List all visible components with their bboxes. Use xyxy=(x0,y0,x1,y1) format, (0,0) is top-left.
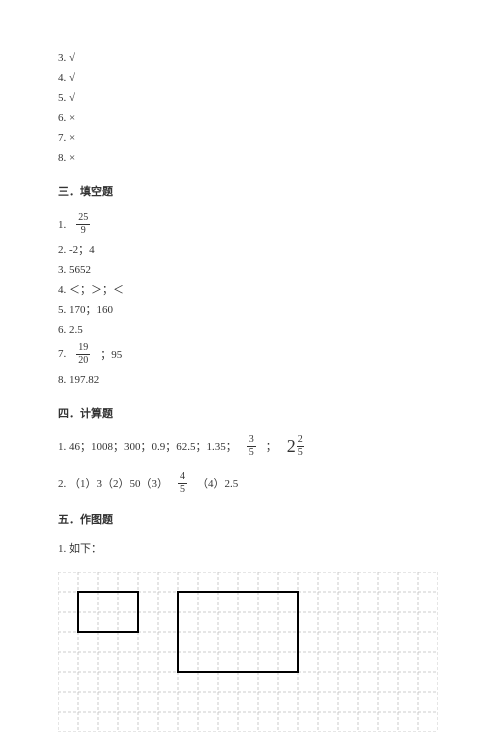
tf-item: 7. × xyxy=(58,130,442,147)
s3-q1: 1. 25 9 xyxy=(58,213,442,236)
tf-mark: × xyxy=(69,112,75,124)
tf-mark: × xyxy=(69,152,75,164)
tf-num: 8. xyxy=(58,152,66,164)
numerator: 25 xyxy=(76,213,90,225)
tf-mark: √ xyxy=(69,92,75,104)
fraction-part: 2 5 xyxy=(297,435,304,458)
fraction: 25 9 xyxy=(76,213,90,236)
tf-item: 3. √ xyxy=(58,50,442,67)
denominator: 5 xyxy=(247,447,256,458)
s4-q1: 1. 46；1008；300；0.9；62.5；1.35； 3 5 ； 2 2 … xyxy=(58,435,442,458)
numerator: 4 xyxy=(178,472,187,484)
tf-num: 5. xyxy=(58,92,66,104)
tf-item: 8. × xyxy=(58,150,442,167)
tf-item: 5. √ xyxy=(58,90,442,107)
numerator: 3 xyxy=(247,435,256,447)
denominator: 5 xyxy=(297,447,304,458)
section-4-heading: 四．计算题 xyxy=(58,405,442,421)
q-number: 1. xyxy=(58,219,66,231)
tf-mark: √ xyxy=(69,72,75,84)
numerator: 19 xyxy=(76,343,90,355)
s3-q2: 2. -2；4 xyxy=(58,242,442,259)
s5-q1: 1. 如下： xyxy=(58,541,442,558)
s3-q8: 8. 197.82 xyxy=(58,372,442,389)
q-number: 7. xyxy=(58,348,66,360)
separator: ； xyxy=(266,438,277,454)
s3-q6: 6. 2.5 xyxy=(58,322,442,339)
grid-svg xyxy=(58,572,438,732)
tf-item: 4. √ xyxy=(58,70,442,87)
tail-text: （4）2.5 xyxy=(197,475,238,491)
s3-q7: 7. 19 20 ；95 xyxy=(58,343,442,366)
fraction: 4 5 xyxy=(178,472,187,495)
s3-q3: 3. 5652 xyxy=(58,262,442,279)
whole-part: 2 xyxy=(287,436,296,457)
section-3-heading: 三．填空题 xyxy=(58,183,442,199)
s3-q5: 5. 170；160 xyxy=(58,302,442,319)
s4-q2: 2. （1）3（2）50（3） 4 5 （4）2.5 xyxy=(58,472,442,495)
numerator: 2 xyxy=(297,435,304,447)
tf-num: 3. xyxy=(58,52,66,64)
tf-num: 4. xyxy=(58,72,66,84)
denominator: 5 xyxy=(178,484,187,495)
tail-text: ；95 xyxy=(100,346,122,362)
fraction: 19 20 xyxy=(76,343,90,366)
tf-item: 6. × xyxy=(58,110,442,127)
tf-num: 6. xyxy=(58,112,66,124)
grid-figure xyxy=(58,572,442,732)
tf-list: 3. √ 4. √ 5. √ 6. × 7. × 8. × xyxy=(58,50,442,167)
tf-num: 7. xyxy=(58,132,66,144)
tf-mark: × xyxy=(69,132,75,144)
section-5-heading: 五．作图题 xyxy=(58,511,442,527)
fraction: 3 5 xyxy=(247,435,256,458)
denominator: 9 xyxy=(76,225,90,236)
denominator: 20 xyxy=(76,355,90,366)
q2-pre: 2. （1）3（2）50（3） xyxy=(58,475,168,491)
s3-q4: 4. ＜；＞；＜ xyxy=(58,282,442,299)
tf-mark: √ xyxy=(69,52,75,64)
q1-pre: 1. 46；1008；300；0.9；62.5；1.35； xyxy=(58,438,237,454)
mixed-number: 2 2 5 xyxy=(287,435,304,458)
